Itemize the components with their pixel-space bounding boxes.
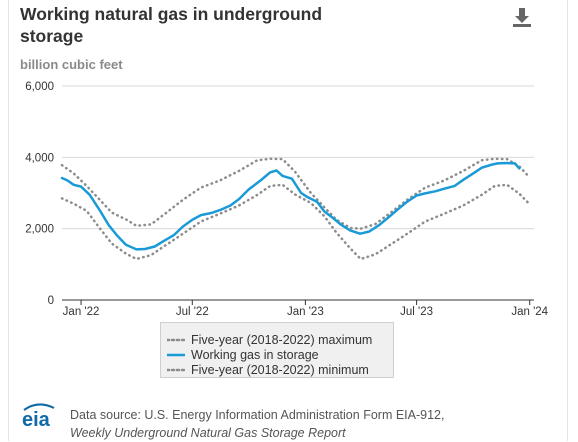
download-icon[interactable] xyxy=(511,6,533,28)
legend-swatch-storage xyxy=(167,353,185,356)
data-source: Data source: U.S. Energy Information Adm… xyxy=(70,406,444,442)
source-line-2: Weekly Underground Natural Gas Storage R… xyxy=(70,424,444,442)
y-tick-label: 2,000 xyxy=(25,224,54,236)
legend-swatch-minimum xyxy=(167,368,185,371)
download-icon-graphic xyxy=(513,8,531,27)
legend-item-maximum[interactable]: Five-year (2018-2022) maximum xyxy=(167,332,372,347)
legend-item-minimum[interactable]: Five-year (2018-2022) minimum xyxy=(167,362,369,377)
legend-label-minimum: Five-year (2018-2022) minimum xyxy=(191,362,369,377)
legend-swatch-maximum xyxy=(167,338,185,341)
y-tick-label: 4,000 xyxy=(25,152,54,164)
legend-label-maximum: Five-year (2018-2022) maximum xyxy=(191,332,373,347)
eia-logo-graphic: eia xyxy=(22,403,55,431)
x-tick-label: Jan '22 xyxy=(63,306,100,318)
x-tick-label: Jan '23 xyxy=(287,306,324,318)
eia-logo: eia xyxy=(20,402,60,431)
eia-logo-text: eia xyxy=(22,409,51,430)
chart-frame xyxy=(8,0,568,441)
x-tick-label: Jan '24 xyxy=(511,306,548,318)
series-line-five-year-minimum xyxy=(60,183,531,261)
y-axis-unit: billion cubic feet xyxy=(20,57,123,72)
series-line-working-gas xyxy=(60,161,521,251)
x-tick-label: Jul '23 xyxy=(400,306,433,318)
chart-title: Working natural gas in underground stora… xyxy=(20,4,323,46)
y-tick-label: 0 xyxy=(48,295,54,307)
legend-item-storage[interactable]: Working gas in storage xyxy=(167,347,319,362)
legend-label-storage: Working gas in storage xyxy=(191,347,319,362)
x-tick-label: Jul '22 xyxy=(176,306,209,318)
source-line-1: Data source: U.S. Energy Information Adm… xyxy=(70,408,445,422)
y-tick-label: 6,000 xyxy=(25,81,54,93)
source-report-name: Weekly Underground Natural Gas Storage R… xyxy=(70,426,346,440)
legend: Five-year (2018-2022) maximum Working ga… xyxy=(160,322,394,378)
series-line-five-year-maximum xyxy=(60,157,531,230)
